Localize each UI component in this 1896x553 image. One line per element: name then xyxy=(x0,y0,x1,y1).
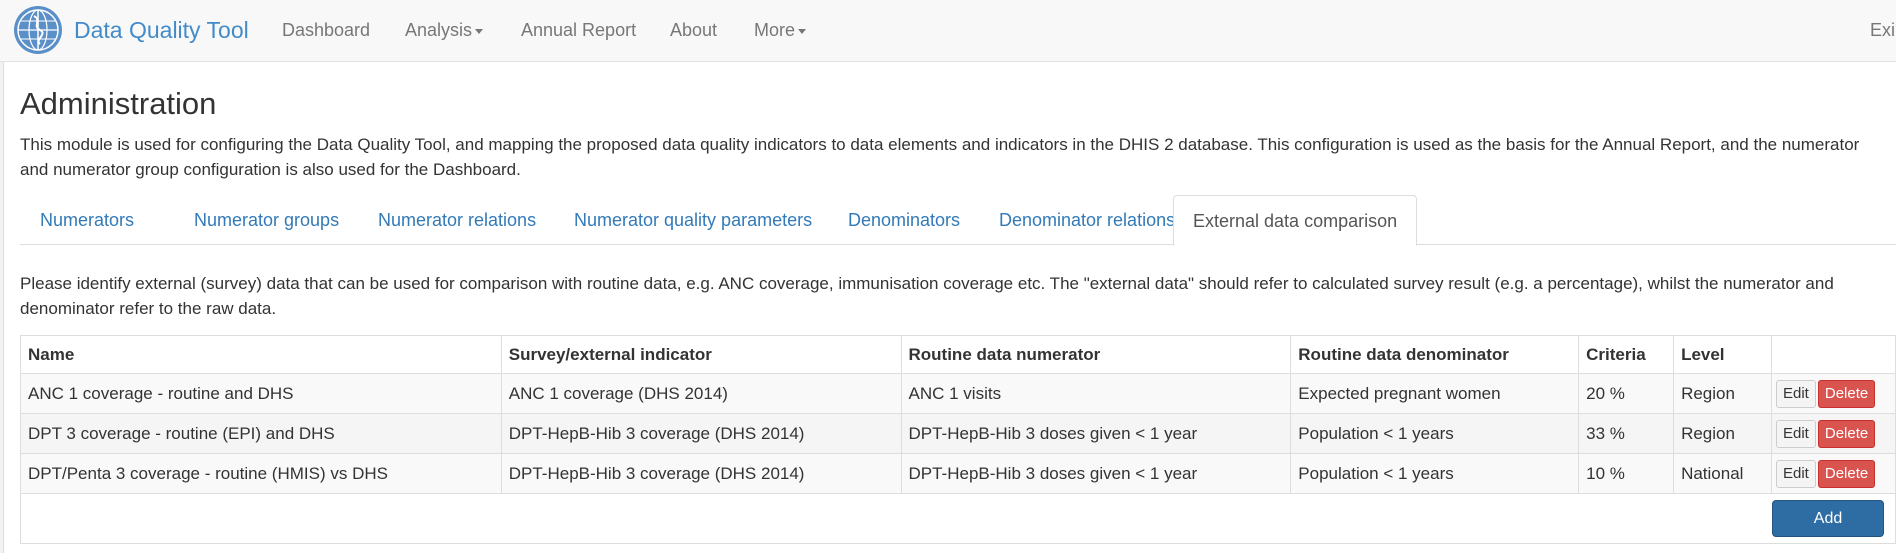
cell-actions: Edit Delete xyxy=(1771,373,1896,414)
tab-numerator-relations[interactable]: Numerator relations xyxy=(358,195,556,245)
table-row: DPT 3 coverage - routine (EPI) and DHS D… xyxy=(20,413,1896,454)
cell-numerator: DPT-HepB-Hib 3 doses given < 1 year xyxy=(900,413,1292,454)
nav-analysis[interactable]: Analysis xyxy=(405,20,484,41)
tab-label: Numerator relations xyxy=(378,210,537,230)
tab-label: Denominators xyxy=(848,210,961,230)
cell-criteria: 33 % xyxy=(1578,413,1675,454)
nav-annual-report[interactable]: Annual Report xyxy=(521,20,636,41)
cell-survey: DPT-HepB-Hib 3 coverage (DHS 2014) xyxy=(500,453,902,494)
table-row: ANC 1 coverage - routine and DHS ANC 1 c… xyxy=(20,373,1896,414)
column-header-level: Level xyxy=(1673,335,1772,374)
cell-numerator: DPT-HepB-Hib 3 doses given < 1 year xyxy=(900,453,1292,494)
edit-button[interactable]: Edit xyxy=(1776,459,1816,488)
tab-label: Numerators xyxy=(40,210,135,230)
tab-label: Numerator quality parameters xyxy=(574,210,813,230)
column-header-denominator: Routine data denominator xyxy=(1290,335,1580,374)
cell-actions: Edit Delete xyxy=(1771,453,1896,494)
cell-name: DPT 3 coverage - routine (EPI) and DHS xyxy=(20,413,502,454)
delete-button[interactable]: Delete xyxy=(1817,379,1876,408)
column-header-criteria: Criteria xyxy=(1578,335,1675,374)
cell-denominator: Expected pregnant women xyxy=(1290,373,1580,414)
nav-label: Analysis xyxy=(405,20,473,40)
tab-numerator-quality-parameters[interactable]: Numerator quality parameters xyxy=(554,195,832,245)
tab-label: Denominator relations xyxy=(999,210,1176,230)
external-data-table: Name Survey/external indicator Routine d… xyxy=(20,335,1896,494)
cell-actions: Edit Delete xyxy=(1771,413,1896,454)
cell-denominator: Population < 1 years xyxy=(1290,413,1580,454)
cell-name: DPT/Penta 3 coverage - routine (HMIS) vs… xyxy=(20,453,502,494)
page-intro: This module is used for configuring the … xyxy=(20,135,1860,179)
cell-level: Region xyxy=(1673,373,1772,414)
admin-tabs: Numerators Numerator groups Numerator re… xyxy=(20,195,1896,246)
edit-button[interactable]: Edit xyxy=(1776,379,1816,408)
cell-criteria: 20 % xyxy=(1578,373,1675,414)
help-text: Please identify external (survey) data t… xyxy=(20,274,1834,318)
nav-label: Dashboard xyxy=(282,20,371,40)
cell-survey: ANC 1 coverage (DHS 2014) xyxy=(500,373,902,414)
cell-level: National xyxy=(1673,453,1772,494)
table-row: DPT/Penta 3 coverage - routine (HMIS) vs… xyxy=(20,453,1896,494)
nav-more[interactable]: More xyxy=(754,20,807,41)
left-edge-divider xyxy=(0,62,4,553)
nav-exit[interactable]: Exi xyxy=(1870,20,1896,40)
cell-numerator: ANC 1 visits xyxy=(900,373,1292,414)
nav-label: Annual Report xyxy=(521,20,637,40)
cell-criteria: 10 % xyxy=(1578,453,1675,494)
table-footer xyxy=(20,494,1896,544)
cell-level: Region xyxy=(1673,413,1772,454)
nav-label: More xyxy=(754,20,796,40)
delete-button[interactable]: Delete xyxy=(1817,419,1876,448)
edit-button[interactable]: Edit xyxy=(1776,419,1816,448)
nav-dashboard[interactable]: Dashboard xyxy=(282,20,370,41)
nav-about[interactable]: About xyxy=(670,20,717,41)
tab-denominator-relations[interactable]: Denominator relations xyxy=(979,195,1195,245)
top-navbar: Data Quality Tool Dashboard Analysis Ann… xyxy=(0,0,1896,62)
column-header-name: Name xyxy=(20,335,502,374)
tab-numerators[interactable]: Numerators xyxy=(20,195,154,245)
cell-name: ANC 1 coverage - routine and DHS xyxy=(20,373,502,414)
column-header-numerator: Routine data numerator xyxy=(900,335,1292,374)
delete-button[interactable]: Delete xyxy=(1817,459,1876,488)
nav-label: About xyxy=(670,20,718,40)
tab-label: External data comparison xyxy=(1193,211,1398,231)
column-header-actions xyxy=(1771,335,1896,374)
tab-denominators[interactable]: Denominators xyxy=(828,195,980,245)
tab-external-data-comparison[interactable]: External data comparison xyxy=(1173,195,1418,246)
tab-numerator-groups[interactable]: Numerator groups xyxy=(174,195,359,245)
table-header-row: Name Survey/external indicator Routine d… xyxy=(20,335,1896,374)
add-button[interactable]: Add xyxy=(1772,500,1884,537)
tab-label: Numerator groups xyxy=(194,210,340,230)
caret-down-icon xyxy=(798,28,807,34)
page-title: Administration xyxy=(20,86,217,121)
who-emblem-icon[interactable] xyxy=(12,4,64,56)
caret-down-icon xyxy=(475,28,484,34)
brand-title[interactable]: Data Quality Tool xyxy=(74,17,249,43)
cell-survey: DPT-HepB-Hib 3 coverage (DHS 2014) xyxy=(500,413,902,454)
cell-denominator: Population < 1 years xyxy=(1290,453,1580,494)
column-header-survey: Survey/external indicator xyxy=(500,335,902,374)
